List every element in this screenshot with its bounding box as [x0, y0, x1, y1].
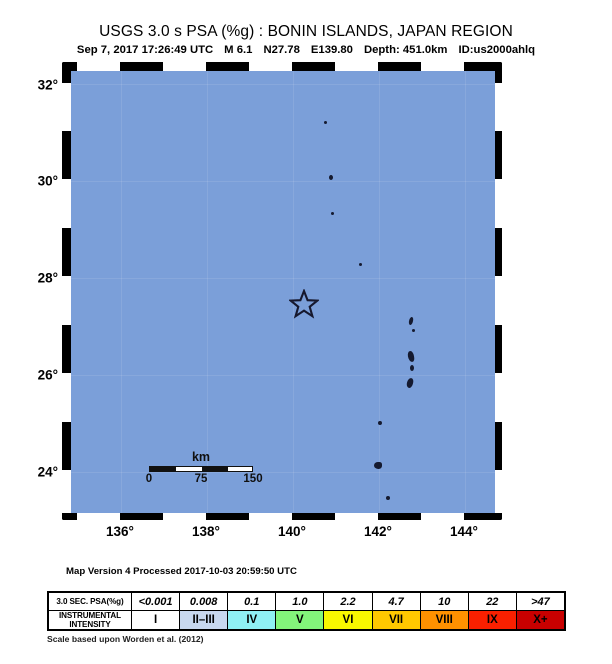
- legend-mmi-cell-VII: VII: [371, 610, 421, 630]
- legend-psa-cell: >47: [515, 592, 566, 611]
- island-shape: [359, 263, 362, 266]
- island-shape: [329, 175, 333, 180]
- intensity-legend: 3.0 SEC. PSA(%g) <0.001 0.008 0.1 1.0 2.…: [47, 591, 566, 631]
- legend-psa-cell: 1.0: [275, 592, 325, 611]
- event-depth: Depth: 451.0km: [363, 44, 448, 56]
- legend-mmi-cell-I: I: [130, 610, 181, 630]
- island-shape: [324, 121, 327, 124]
- y-tick-24: 24°: [37, 464, 58, 480]
- legend-psa-cell: 4.7: [371, 592, 421, 611]
- island-shape: [374, 462, 382, 469]
- legend-mmi-cell-VIII: VIII: [419, 610, 469, 630]
- legend-mmi-cell-V: V: [275, 610, 325, 630]
- legend-mmi-label-line2: INTENSITY: [69, 620, 111, 629]
- gridline-24: [71, 472, 495, 473]
- gridline-144: [465, 71, 466, 513]
- legend-mmi-cell-IV: IV: [227, 610, 277, 630]
- x-tick-138: 138°: [192, 524, 220, 539]
- legend-mmi-cell-X: X+: [515, 610, 566, 630]
- island-shape: [386, 496, 390, 500]
- island-shape: [410, 365, 414, 371]
- gridline-138: [207, 71, 208, 513]
- legend-mmi-row-label: INSTRUMENTAL INTENSITY: [48, 610, 132, 630]
- scale-bar-graphic: [149, 466, 253, 472]
- longitude-axis: 136° 138° 140° 142° 144°: [62, 524, 502, 544]
- map-header: USGS 3.0 s PSA (%g) : BONIN ISLANDS, JAP…: [0, 22, 612, 58]
- map-version-note: Map Version 4 Processed 2017-10-03 20:59…: [66, 566, 297, 577]
- legend-mmi-cell-II-III: II–III: [179, 610, 229, 630]
- y-tick-28: 28°: [37, 270, 58, 286]
- island-shape: [331, 212, 334, 215]
- legend-psa-cell: 0.008: [179, 592, 229, 611]
- gridline-26: [71, 375, 495, 376]
- gridline-30: [71, 181, 495, 182]
- event-longitude: E139.80: [310, 44, 353, 56]
- gridline-32: [71, 84, 495, 85]
- latitude-axis: 32° 30° 28° 26° 24°: [24, 62, 58, 520]
- legend-mmi-label-line1: INSTRUMENTAL: [58, 611, 122, 620]
- map-border-right: [493, 63, 502, 519]
- x-tick-142: 142°: [364, 524, 392, 539]
- scale-bar: km 0 75 150: [141, 450, 263, 487]
- page-title: USGS 3.0 s PSA (%g) : BONIN ISLANDS, JAP…: [99, 23, 513, 40]
- island-shape: [412, 329, 415, 332]
- event-id: ID:us2000ahlq: [458, 44, 536, 56]
- gridline-140: [293, 71, 294, 513]
- map-border-top: [63, 62, 501, 71]
- island-shape: [407, 350, 415, 363]
- island-shape: [405, 377, 415, 389]
- scale-label-0: 0: [145, 473, 153, 485]
- legend-psa-cell: 0.1: [227, 592, 277, 611]
- y-tick-26: 26°: [37, 367, 58, 383]
- x-tick-136: 136°: [106, 524, 134, 539]
- gridline-136: [121, 71, 122, 513]
- event-latitude: N27.78: [263, 44, 300, 56]
- island-shape: [407, 316, 415, 326]
- y-tick-32: 32°: [37, 77, 58, 93]
- scale-label-150: 150: [243, 473, 263, 485]
- x-tick-144: 144°: [450, 524, 478, 539]
- epicenter-star-icon: [287, 288, 321, 319]
- scale-bar-labels: 0 75 150: [141, 473, 263, 487]
- legend-psa-cell: <0.001: [130, 592, 181, 611]
- map-canvas[interactable]: km 0 75 150: [71, 71, 495, 513]
- legend-psa-row: 3.0 SEC. PSA(%g) <0.001 0.008 0.1 1.0 2.…: [48, 592, 566, 611]
- legend-mmi-cell-IX: IX: [467, 610, 517, 630]
- legend-mmi-cell-VI: VI: [323, 610, 373, 630]
- legend-psa-cell: 2.2: [323, 592, 373, 611]
- event-info-line: Sep 7, 2017 17:26:49 UTC M 6.1 N27.78 E139.…: [0, 43, 612, 58]
- gridline-142: [379, 71, 380, 513]
- legend-psa-cell: 10: [419, 592, 469, 611]
- x-tick-140: 140°: [278, 524, 306, 539]
- scale-label-75: 75: [194, 473, 208, 485]
- event-datetime: Sep 7, 2017 17:26:49 UTC: [76, 44, 214, 56]
- legend-psa-row-label: 3.0 SEC. PSA(%g): [48, 592, 132, 611]
- y-tick-30: 30°: [37, 173, 58, 189]
- legend-source-note: Scale based upon Worden et al. (2012): [47, 634, 204, 644]
- island-shape: [378, 421, 382, 425]
- scale-bar-unit: km: [191, 450, 211, 464]
- event-magnitude: M 6.1: [224, 44, 253, 56]
- legend-psa-cell: 22: [467, 592, 517, 611]
- gridline-28: [71, 278, 495, 279]
- legend-mmi-row: INSTRUMENTAL INTENSITY I II–III IV V VI …: [48, 610, 566, 630]
- map-border-left: [62, 63, 71, 519]
- map-frame[interactable]: km 0 75 150: [62, 62, 502, 520]
